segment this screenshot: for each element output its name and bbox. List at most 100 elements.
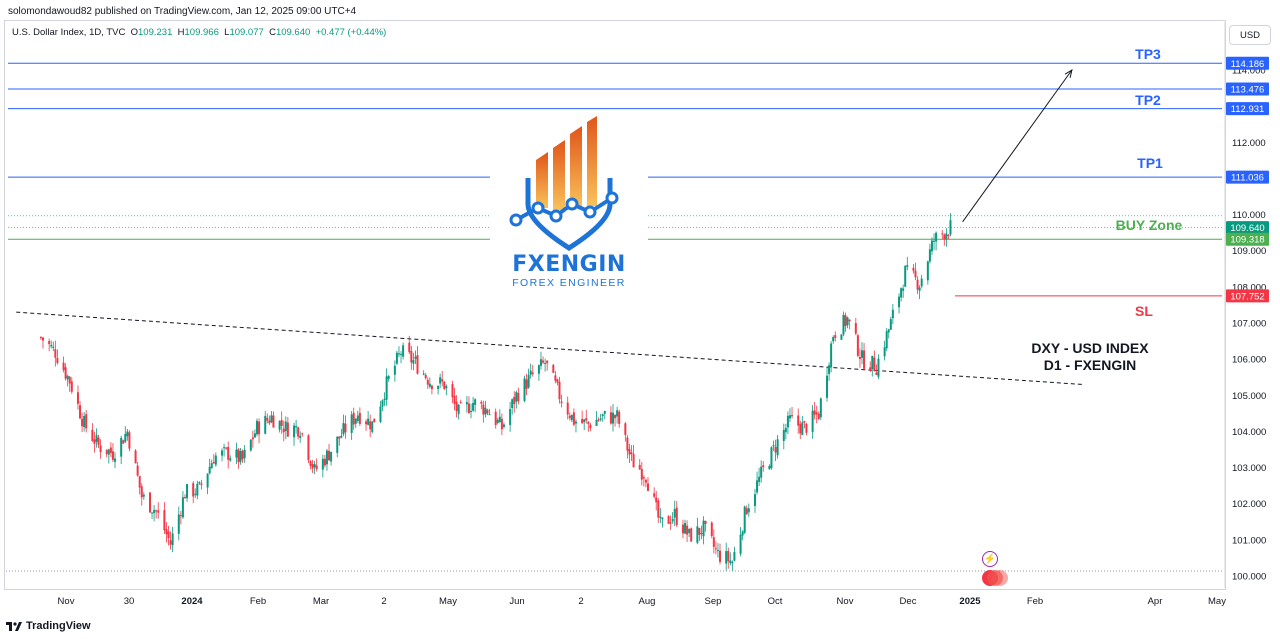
- candle-body: [830, 343, 833, 368]
- candle-body: [863, 350, 866, 369]
- candle-body: [531, 372, 534, 374]
- price-tag: [1226, 232, 1269, 246]
- candle-body: [659, 516, 662, 518]
- candle-body: [698, 527, 701, 535]
- candle-body: [177, 514, 180, 534]
- candle-body: [200, 483, 203, 485]
- event-stack-icon-2[interactable]: [992, 570, 1008, 586]
- candle-body: [552, 364, 555, 373]
- candle-body: [875, 372, 878, 375]
- candle-body: [614, 415, 617, 419]
- candle-body: [297, 427, 300, 437]
- candle-body: [572, 412, 575, 425]
- candle-body: [344, 423, 347, 433]
- candle-body: [99, 445, 102, 453]
- projection-arrow-head: [1064, 68, 1073, 78]
- candle-body: [729, 560, 732, 564]
- price-tag-label: 112.931: [1231, 104, 1265, 115]
- candle-body: [227, 446, 230, 460]
- symbol-name[interactable]: U.S. Dollar Index, 1D, TVC: [12, 27, 126, 38]
- tp2-label: TP2: [1135, 92, 1161, 108]
- caption-line-2: D1 - FXENGIN: [1043, 357, 1137, 373]
- candle-body: [169, 540, 172, 545]
- price-tag-label: 109.640: [1230, 223, 1264, 234]
- candle-body: [902, 288, 905, 291]
- footer-brand[interactable]: TradingView: [26, 620, 91, 632]
- candle-body: [354, 418, 357, 424]
- candle-body: [179, 515, 182, 517]
- y-tick-label: 105.000: [1232, 391, 1266, 402]
- candle-body: [223, 447, 226, 449]
- candle-body: [509, 409, 512, 425]
- candle-body: [640, 468, 643, 480]
- candle-body: [626, 437, 629, 451]
- symbol-legend: U.S. Dollar Index, 1D, TVC O109.231 H109…: [12, 27, 386, 38]
- candle-body: [465, 401, 468, 405]
- candle-body: [930, 240, 933, 252]
- lightning-event-icon[interactable]: ⚡: [982, 551, 998, 567]
- candle-body: [408, 342, 411, 353]
- candle-body: [858, 356, 861, 360]
- candle-body: [762, 465, 765, 468]
- candle-body: [373, 418, 376, 423]
- candle-body: [494, 411, 497, 425]
- candle-body: [397, 353, 400, 355]
- candle-body: [70, 381, 73, 392]
- candle-body: [935, 232, 938, 242]
- candle-body: [255, 420, 258, 435]
- x-tick-label: May: [1208, 596, 1226, 607]
- candle-body: [581, 418, 584, 424]
- candle-body: [502, 424, 505, 427]
- candle-body: [311, 464, 314, 469]
- candle-body: [811, 410, 814, 432]
- candle-body: [455, 401, 458, 412]
- sl-label: SL: [1135, 303, 1153, 319]
- candle-body: [482, 404, 485, 415]
- candle-body: [741, 531, 744, 536]
- candle-body: [208, 466, 211, 474]
- candle-body: [105, 449, 108, 455]
- candle-body: [747, 508, 750, 513]
- candle-body: [815, 412, 818, 415]
- x-tick-label: May: [439, 596, 457, 607]
- candle-body: [941, 233, 944, 235]
- candle-body: [947, 235, 950, 237]
- candle-body: [486, 409, 489, 414]
- candle-body: [768, 465, 771, 470]
- candle-body: [470, 410, 473, 412]
- candle-body: [313, 464, 316, 468]
- candle-body: [342, 423, 345, 435]
- currency-button[interactable]: USD: [1229, 25, 1271, 45]
- candle-body: [367, 418, 370, 425]
- candle-body: [307, 435, 310, 461]
- y-tick-label: 104.000: [1232, 427, 1266, 438]
- candle-body: [79, 405, 82, 419]
- candle-body: [609, 412, 612, 424]
- candle-body: [646, 483, 649, 491]
- candle-body: [356, 415, 359, 421]
- tp1-label: TP1: [1137, 155, 1163, 171]
- candle-body: [282, 428, 285, 433]
- candle-body: [770, 447, 773, 468]
- candle-body: [402, 345, 405, 357]
- candle-body: [826, 375, 829, 398]
- y-tick-label: 110.000: [1232, 210, 1266, 221]
- candle-body: [210, 463, 213, 469]
- candle-body: [638, 464, 641, 470]
- trendline: [16, 311, 1083, 385]
- candle-body: [630, 452, 633, 455]
- candle-body: [358, 412, 361, 424]
- candle-body: [624, 423, 627, 435]
- candle-body: [309, 461, 312, 466]
- high-value: 109.966: [184, 27, 219, 38]
- candle-body: [599, 418, 602, 420]
- candle-body: [788, 415, 791, 419]
- candle-body: [66, 375, 69, 380]
- x-tick-label: Apr: [1148, 596, 1163, 607]
- candle-body: [739, 534, 742, 554]
- candle-body: [513, 396, 516, 404]
- candle-body: [268, 420, 271, 424]
- candle-body: [136, 465, 139, 476]
- candle-body: [710, 522, 713, 537]
